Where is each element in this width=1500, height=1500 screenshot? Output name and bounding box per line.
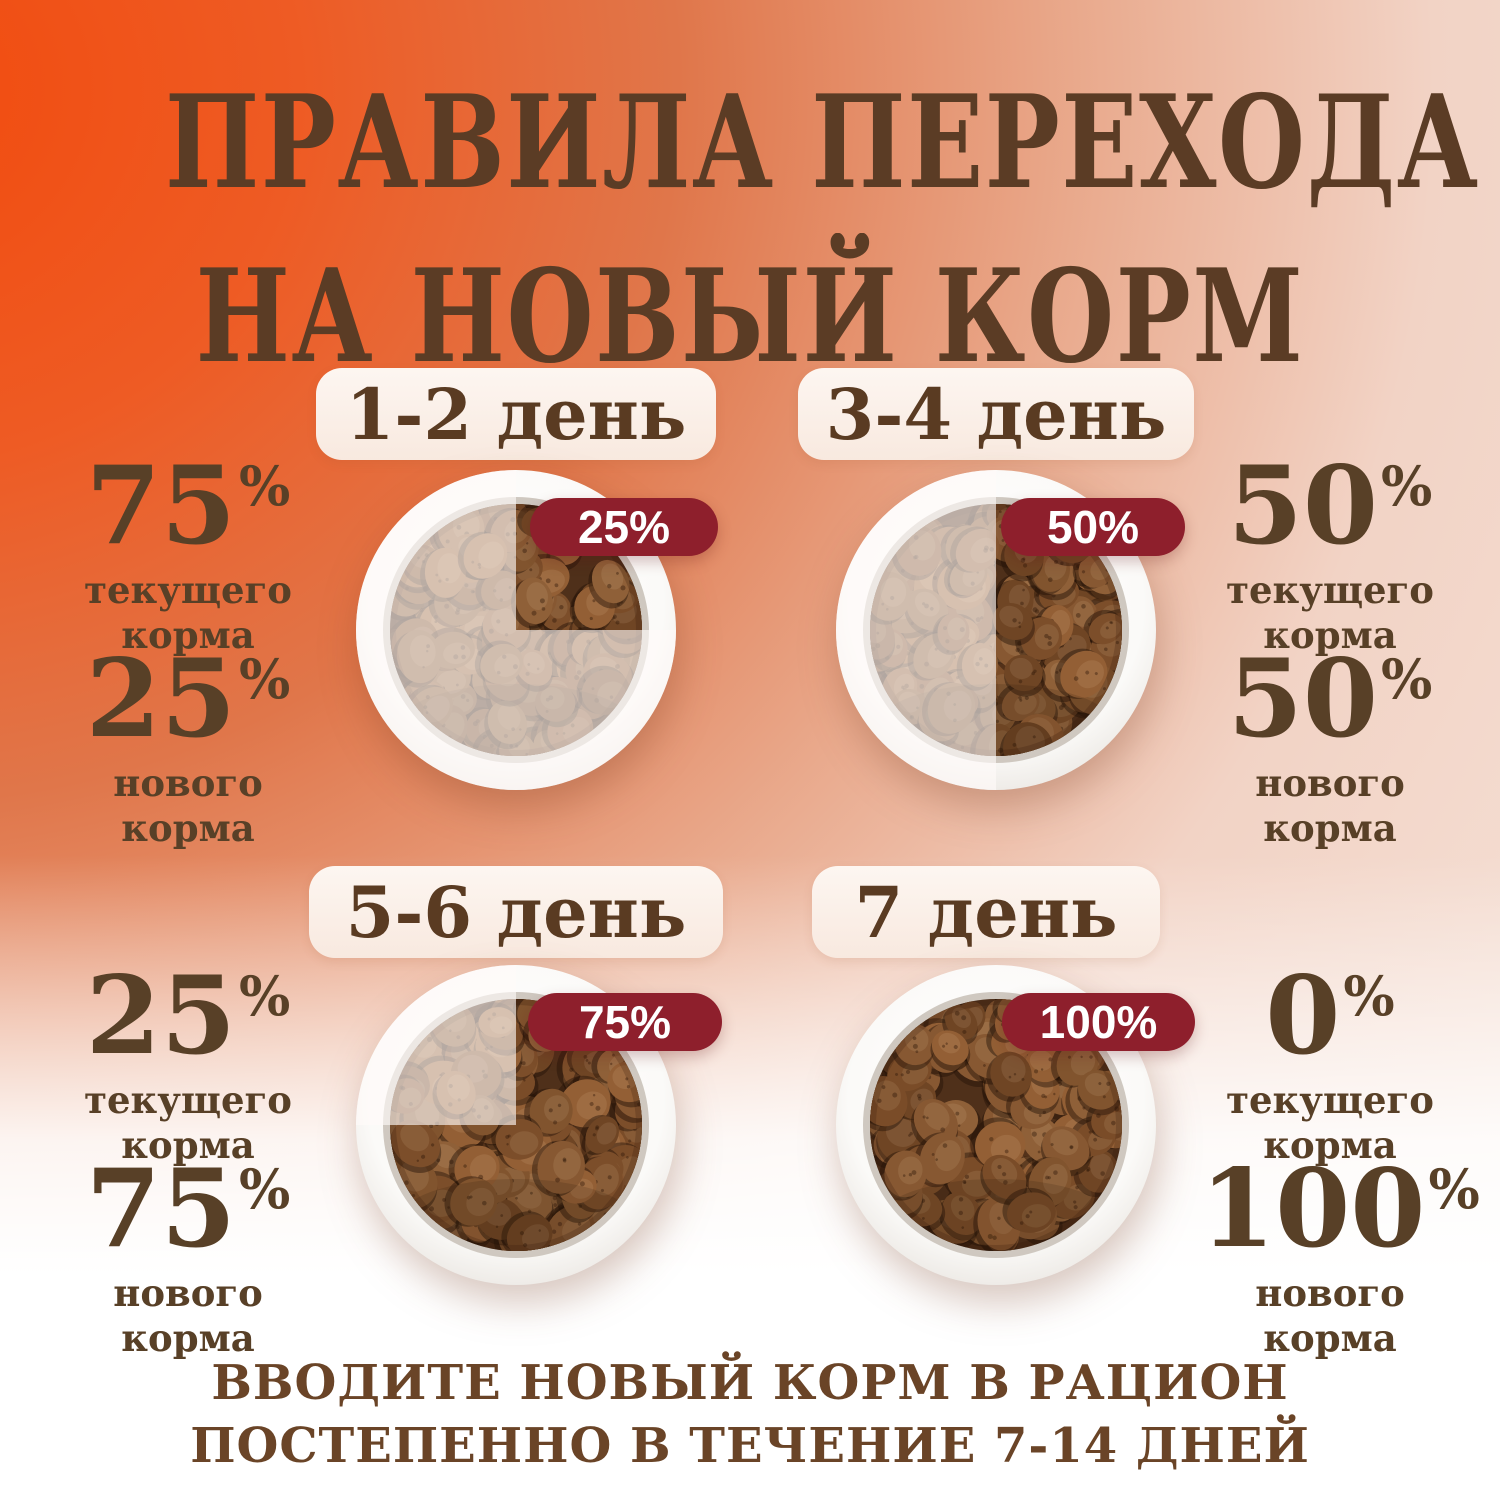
new-food-badge-day-1-2: 25%: [530, 498, 718, 556]
current-food-label-day-3-4: 50% текущего корма: [1200, 452, 1460, 658]
percent-number: 0: [1265, 953, 1341, 1079]
new-food-percent: 100%: [1200, 1155, 1480, 1263]
new-food-label-day-5-6: 75% нового корма: [58, 1155, 318, 1361]
percent-sign: %: [1343, 964, 1395, 1028]
day-label-3-4: 3-4 день: [798, 368, 1194, 460]
current-food-percent: 50%: [1200, 452, 1460, 560]
percent-number: 100: [1200, 1146, 1426, 1272]
new-food-percent: 75%: [58, 1155, 318, 1263]
percent-sign: %: [238, 1157, 291, 1221]
footer-note-line-2: ПОСТЕПЕННО В ТЕЧЕНИЕ 7-14 ДНЕЙ: [190, 1418, 1310, 1475]
percent-number: 75: [85, 1146, 236, 1272]
percent-sign: %: [238, 454, 291, 518]
day-label-5-6: 5-6 день: [309, 866, 723, 958]
current-food-percent: 25%: [58, 962, 318, 1070]
day-label-1-2: 1-2 день: [316, 368, 716, 460]
current-food-caption: текущего корма: [84, 568, 292, 658]
food-bowl-day-1-2: [346, 460, 686, 800]
current-food-caption: текущего корма: [84, 1078, 292, 1168]
page-title-line-1: ПРАВИЛА ПЕРЕХОДА: [165, 68, 1480, 218]
percent-sign: %: [238, 647, 291, 711]
new-food-caption: нового корма: [113, 761, 263, 851]
new-food-caption: нового корма: [1255, 1271, 1405, 1361]
percent-number: 25: [85, 636, 236, 762]
percent-number: 25: [85, 953, 236, 1079]
new-food-badge-day-3-4: 50%: [1001, 498, 1185, 556]
footer-note: ВВОДИТЕ НОВЫЙ КОРМ В РАЦИОН ПОСТЕПЕННО В…: [0, 1352, 1500, 1479]
new-food-badge-day-5-6: 75%: [528, 993, 722, 1051]
current-food-percent: 0%: [1200, 962, 1460, 1070]
page-title: ПРАВИЛА ПЕРЕХОДА НА НОВЫЙ КОРМ: [0, 56, 1500, 404]
current-food-percent: 75%: [58, 452, 318, 560]
new-food-percent: 25%: [58, 645, 318, 753]
current-food-caption: текущего корма: [1226, 1078, 1434, 1168]
current-food-label-day-5-6: 25% текущего корма: [58, 962, 318, 1168]
percent-number: 75: [85, 443, 236, 569]
percent-number: 50: [1227, 636, 1378, 762]
new-food-caption: нового корма: [1255, 761, 1405, 851]
new-food-label-day-3-4: 50% нового корма: [1200, 645, 1460, 851]
new-food-badge-day-7: 100%: [1002, 993, 1195, 1051]
new-food-label-day-1-2: 25% нового корма: [58, 645, 318, 851]
percent-sign: %: [238, 964, 291, 1028]
food-bowl-day-3-4: [826, 460, 1166, 800]
new-food-percent: 50%: [1200, 645, 1460, 753]
percent-sign: %: [1428, 1157, 1480, 1221]
percent-number: 50: [1227, 443, 1378, 569]
day-label-7: 7 день: [812, 866, 1160, 958]
new-food-caption: нового корма: [113, 1271, 263, 1361]
current-food-label-day-7: 0% текущего корма: [1200, 962, 1460, 1168]
percent-sign: %: [1380, 454, 1433, 518]
current-food-label-day-1-2: 75% текущего корма: [58, 452, 318, 658]
percent-sign: %: [1380, 647, 1433, 711]
current-food-caption: текущего корма: [1226, 568, 1434, 658]
new-food-label-day-7: 100% нового корма: [1200, 1155, 1480, 1361]
page-title-line-2: НА НОВЫЙ КОРМ: [195, 242, 1305, 393]
footer-note-line-1: ВВОДИТЕ НОВЫЙ КОРМ В РАЦИОН: [211, 1355, 1289, 1411]
